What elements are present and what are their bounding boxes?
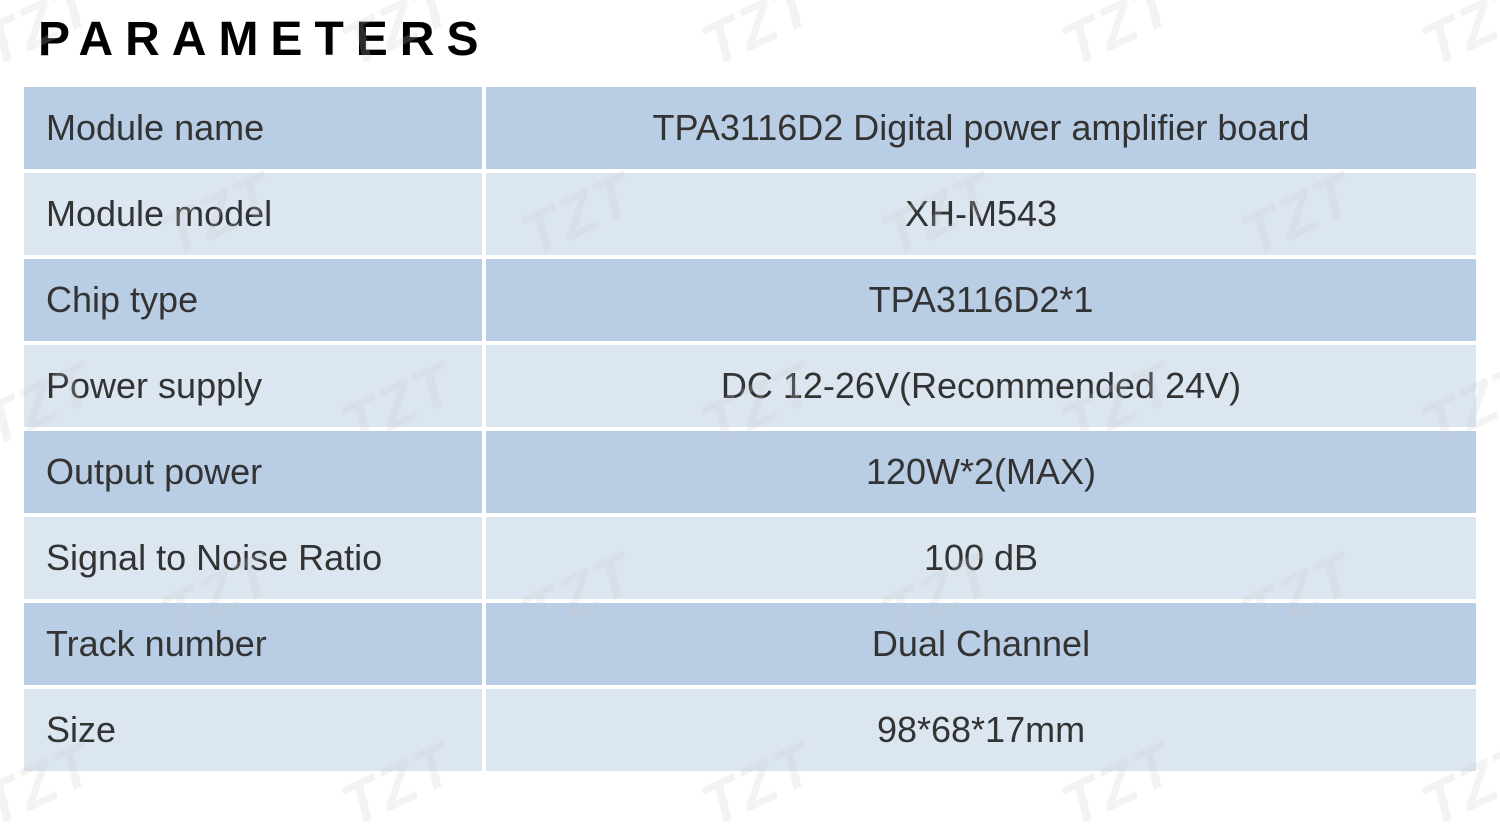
table-row: Track number Dual Channel: [22, 601, 1478, 687]
param-label: Size: [22, 687, 484, 773]
table-row: Size 98*68*17mm: [22, 687, 1478, 773]
parameters-table: Module name TPA3116D2 Digital power ampl…: [22, 85, 1478, 773]
param-value: 100 dB: [484, 515, 1478, 601]
param-value: TPA3116D2*1: [484, 257, 1478, 343]
table-row: Module name TPA3116D2 Digital power ampl…: [22, 85, 1478, 171]
param-label: Signal to Noise Ratio: [22, 515, 484, 601]
param-label: Output power: [22, 429, 484, 515]
param-value: TPA3116D2 Digital power amplifier board: [484, 85, 1478, 171]
page-title: PARAMETERS: [0, 0, 1500, 85]
param-label: Module name: [22, 85, 484, 171]
table-row: Signal to Noise Ratio 100 dB: [22, 515, 1478, 601]
param-value: XH-M543: [484, 171, 1478, 257]
param-value: Dual Channel: [484, 601, 1478, 687]
table-row: Power supply DC 12-26V(Recommended 24V): [22, 343, 1478, 429]
param-value: 120W*2(MAX): [484, 429, 1478, 515]
table-row: Output power 120W*2(MAX): [22, 429, 1478, 515]
param-label: Power supply: [22, 343, 484, 429]
table-row: Module model XH-M543: [22, 171, 1478, 257]
table-row: Chip type TPA3116D2*1: [22, 257, 1478, 343]
param-value: DC 12-26V(Recommended 24V): [484, 343, 1478, 429]
param-value: 98*68*17mm: [484, 687, 1478, 773]
param-label: Chip type: [22, 257, 484, 343]
param-label: Module model: [22, 171, 484, 257]
param-label: Track number: [22, 601, 484, 687]
